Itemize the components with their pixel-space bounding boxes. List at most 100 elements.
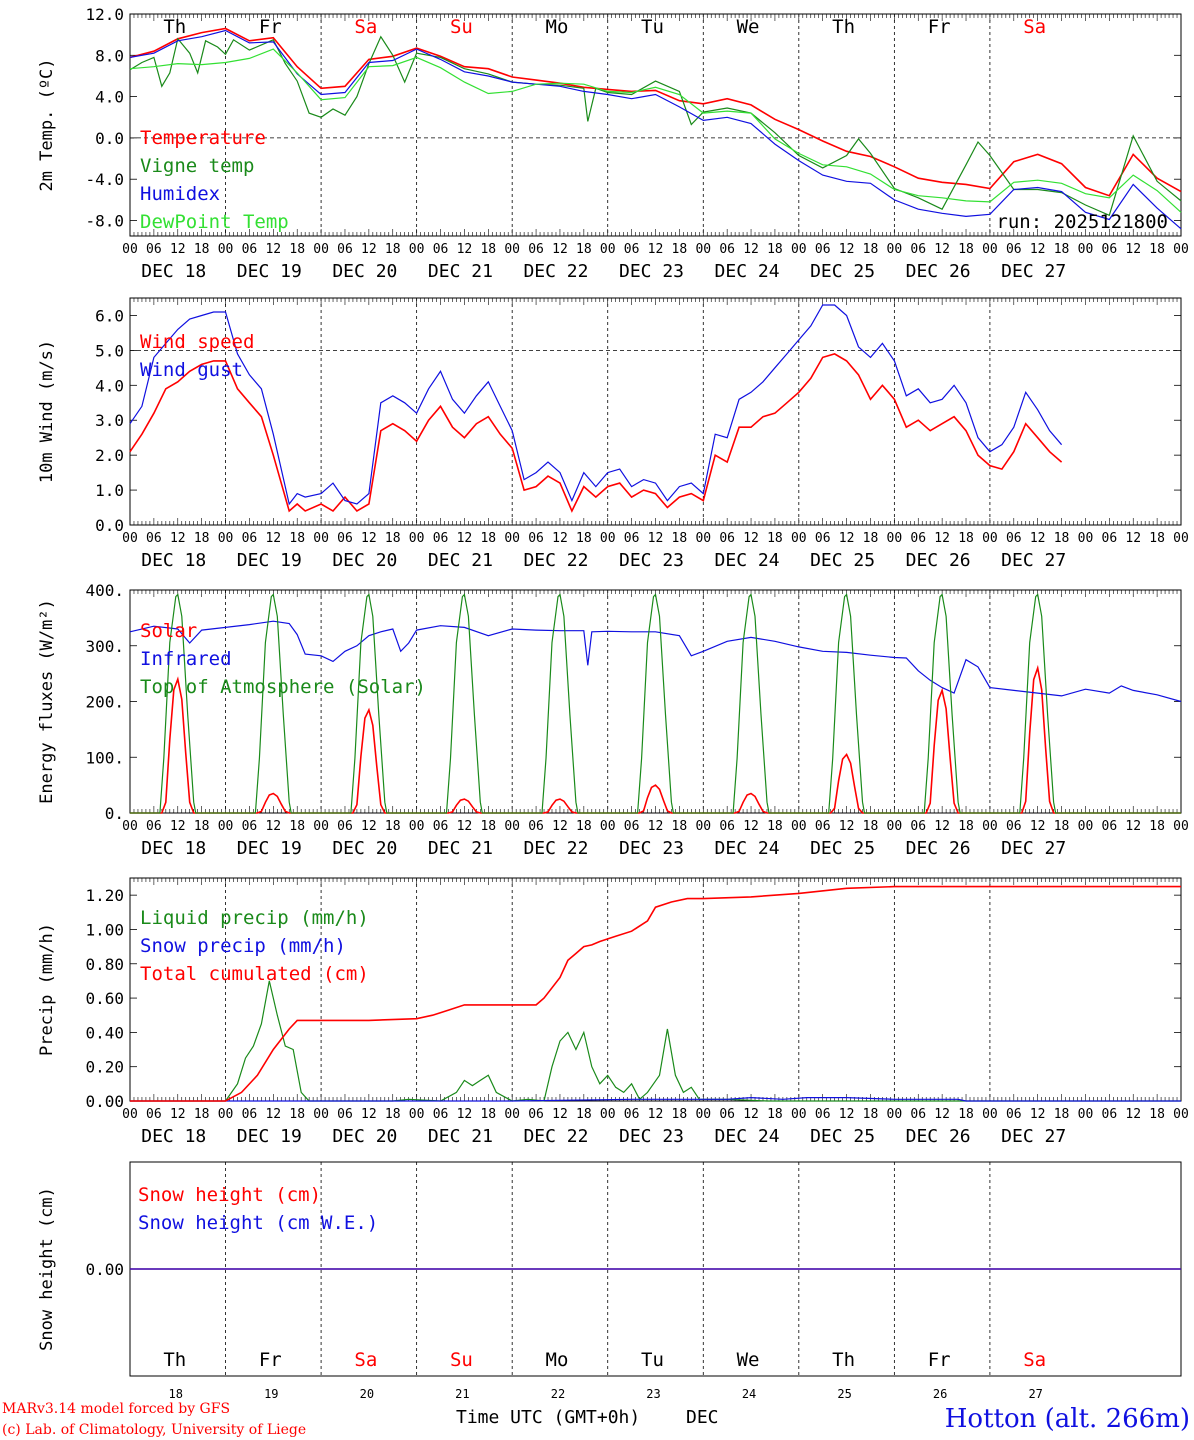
wind-hour-label: 00 — [122, 531, 138, 546]
wind-hour-label: 18 — [480, 531, 496, 546]
wind-hour-label: 00 — [218, 531, 234, 546]
wind-hour-label: 12 — [839, 531, 855, 546]
wind-hour-label: 18 — [194, 531, 210, 546]
wind-hour-label: 06 — [1006, 531, 1022, 546]
precip-ytick-label: 1.00 — [85, 920, 124, 939]
precip-hour-label: 12 — [457, 1107, 473, 1122]
wind-hour-label: 12 — [1030, 531, 1046, 546]
temp-ytick-label: 8.0 — [95, 46, 124, 65]
snow-y-axis-label: Snow height (cm) — [37, 1187, 57, 1351]
time-axis-title: Time UTC (GMT+0h) — [456, 1407, 640, 1428]
wind-ytick-label: 3.0 — [95, 411, 124, 430]
energy-hour-label: 00 — [1173, 819, 1189, 834]
temp-hour-label: 12 — [1125, 242, 1141, 257]
temp-hour-label: 12 — [170, 242, 186, 257]
wind-series-wind-speed — [129, 353, 1063, 513]
weekday-label-bottom: Fr — [259, 1349, 282, 1371]
energy-hour-label: 06 — [910, 819, 926, 834]
precip-hour-label: 12 — [1030, 1107, 1046, 1122]
wind-hour-label: 00 — [1078, 531, 1094, 546]
wind-hour-label: 18 — [958, 531, 974, 546]
energy-hour-label: 18 — [958, 819, 974, 834]
temp-hour-label: 00 — [791, 242, 807, 257]
wind-hour-label: 12 — [552, 531, 568, 546]
month-label: DEC — [686, 1407, 719, 1428]
weekday-label-top: Mo — [546, 16, 569, 38]
wind-date-label: DEC 27 — [1001, 550, 1066, 571]
temp-ytick-label: 12.0 — [85, 5, 124, 24]
temp-hour-label: 06 — [1006, 242, 1022, 257]
wind-date-label: DEC 22 — [523, 550, 588, 571]
temp-hour-label: 12 — [1030, 242, 1046, 257]
run-label: run: 2025121800 — [996, 211, 1168, 233]
wind-hour-label: 12 — [1125, 531, 1141, 546]
precip-legend-liquid-precip-mm-h-: Liquid precip (mm/h) — [140, 907, 369, 929]
precip-date-label: DEC 24 — [715, 1126, 780, 1147]
weekday-label-top: Tu — [641, 16, 664, 38]
precip-date-label: DEC 23 — [619, 1126, 684, 1147]
wind-hour-label: 18 — [672, 531, 688, 546]
energy-hour-label: 00 — [313, 819, 329, 834]
wind-y-axis-label: 10m Wind (m/s) — [37, 340, 57, 483]
temp-date-label: DEC 24 — [715, 261, 780, 282]
wind-hour-label: 18 — [289, 531, 305, 546]
wind-hour-label: 00 — [695, 531, 711, 546]
temp-date-label: DEC 18 — [141, 261, 206, 282]
wind-legend-wind-speed: Wind speed — [140, 331, 254, 353]
temp-hour-label: 06 — [433, 242, 449, 257]
energy-legend-solar: Solar — [140, 620, 197, 642]
temp-hour-label: 18 — [576, 242, 592, 257]
precip-date-label: DEC 25 — [810, 1126, 875, 1147]
energy-hour-label: 18 — [289, 819, 305, 834]
energy-hour-label: 18 — [767, 819, 783, 834]
temp-legend-humidex: Humidex — [140, 183, 220, 205]
precip-hour-label: 06 — [528, 1107, 544, 1122]
precip-legend-total-cumulated-cm-: Total cumulated (cm) — [140, 963, 369, 985]
wind-hour-label: 06 — [337, 531, 353, 546]
energy-hour-label: 12 — [1030, 819, 1046, 834]
precip-date-label: DEC 27 — [1001, 1126, 1066, 1147]
temp-date-label: DEC 25 — [810, 261, 875, 282]
wind-ytick-label: 4.0 — [95, 376, 124, 395]
day-number-label: 18 — [169, 1387, 183, 1401]
energy-hour-label: 06 — [1102, 819, 1118, 834]
energy-hour-label: 00 — [504, 819, 520, 834]
weekday-label-bottom: Tu — [641, 1349, 664, 1371]
wind-hour-label: 12 — [743, 531, 759, 546]
precip-date-label: DEC 20 — [332, 1126, 397, 1147]
temp-hour-label: 00 — [218, 242, 234, 257]
energy-hour-label: 12 — [552, 819, 568, 834]
precip-hour-label: 12 — [839, 1107, 855, 1122]
temp-hour-label: 18 — [767, 242, 783, 257]
wind-hour-label: 00 — [600, 531, 616, 546]
energy-date-label: DEC 18 — [141, 838, 206, 859]
precip-hour-label: 18 — [289, 1107, 305, 1122]
day-number-label: 26 — [933, 1387, 947, 1401]
precip-hour-label: 06 — [146, 1107, 162, 1122]
energy-hour-label: 06 — [624, 819, 640, 834]
precip-hour-label: 12 — [552, 1107, 568, 1122]
temp-series-dewpoint-temp — [129, 48, 1182, 213]
wind-hour-label: 06 — [815, 531, 831, 546]
energy-series-top-of-atmosphere-solar- — [130, 593, 1181, 814]
temp-ytick-label: 0.0 — [95, 129, 124, 148]
temp-date-label: DEC 22 — [523, 261, 588, 282]
wind-hour-label: 18 — [1149, 531, 1165, 546]
energy-hour-label: 06 — [242, 819, 258, 834]
temp-hour-label: 18 — [480, 242, 496, 257]
weekday-label-top: Th — [832, 16, 855, 38]
temp-hour-label: 12 — [648, 242, 664, 257]
precip-hour-label: 18 — [863, 1107, 879, 1122]
wind-hour-label: 00 — [982, 531, 998, 546]
energy-hour-label: 18 — [194, 819, 210, 834]
temp-frame — [129, 13, 1182, 237]
temp-hour-label: 00 — [504, 242, 520, 257]
temp-hour-label: 06 — [528, 242, 544, 257]
precip-hour-label: 18 — [576, 1107, 592, 1122]
temp-hour-label: 18 — [863, 242, 879, 257]
wind-hour-label: 18 — [576, 531, 592, 546]
temp-series-humidex — [129, 29, 1182, 230]
precip-date-label: DEC 26 — [906, 1126, 971, 1147]
weekday-label-top: Th — [163, 16, 186, 38]
precip-hour-label: 18 — [385, 1107, 401, 1122]
